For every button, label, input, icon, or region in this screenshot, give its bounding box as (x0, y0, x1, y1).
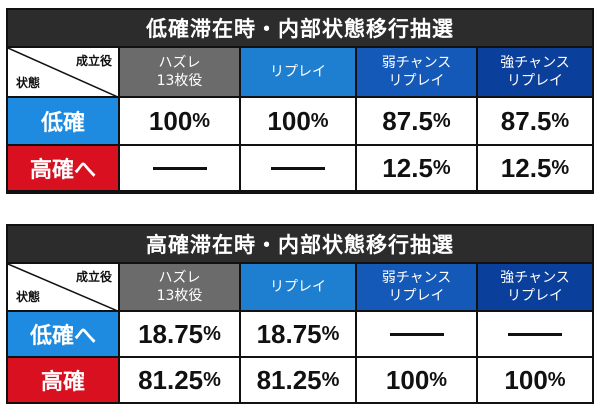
percent-sign: % (547, 368, 566, 391)
corner-bottom-label: 状態 (16, 290, 41, 304)
header-weak-chance: 弱チャンス リプレイ (357, 264, 478, 310)
percent-sign: % (310, 109, 329, 132)
corner-cell: 成立役 状態 (8, 264, 120, 310)
percent-sign: % (429, 368, 448, 391)
value-number: 18.75 (256, 318, 322, 349)
dash-mark (508, 332, 562, 336)
table-title: 低確滞在時・内部状態移行抽選 (8, 10, 592, 48)
state-label: 高確へ (8, 146, 120, 190)
header-line2: リプレイ (507, 288, 563, 304)
header-line1: リプレイ (270, 279, 326, 295)
value-cell: 81.25% (120, 358, 241, 402)
corner-bottom-label: 状態 (16, 76, 41, 90)
value-cell: 100% (241, 98, 357, 144)
value-number: 87.5 (500, 105, 552, 136)
diagonal-line (8, 48, 118, 96)
value-number: 12.5 (500, 152, 552, 183)
value-cell: 18.75% (120, 312, 241, 356)
header-row: 成立役 状態 ハズレ 13枚役 リプレイ 弱チャンス リプレイ 強チャンス リプ… (8, 48, 592, 98)
value-cell-dash (357, 312, 478, 356)
table-row: 低確へ 18.75% 18.75% (8, 312, 592, 358)
percent-sign: % (432, 156, 451, 179)
header-strong-chance: 強チャンス リプレイ (478, 48, 592, 96)
header-line1: リプレイ (270, 64, 326, 80)
header-row: 成立役 状態 ハズレ 13枚役 リプレイ 弱チャンス リプレイ 強チャンス リプ… (8, 264, 592, 312)
low-state-table: 低確滞在時・内部状態移行抽選 成立役 状態 ハズレ 13枚役 リプレイ 弱チャン… (6, 8, 594, 194)
header-line2: 13枚役 (156, 73, 203, 89)
value-cell-dash (478, 312, 592, 356)
value-number: 81.25 (138, 364, 204, 395)
header-line2: リプレイ (507, 73, 563, 89)
percent-sign: % (321, 322, 340, 345)
value-cell: 87.5% (478, 98, 592, 144)
header-line2: リプレイ (388, 288, 445, 304)
value-number: 12.5 (382, 152, 433, 183)
header-replay: リプレイ (241, 48, 357, 96)
header-line1: ハズレ (158, 55, 201, 71)
table-title: 高確滞在時・内部状態移行抽選 (8, 226, 592, 264)
value-cell: 100% (357, 358, 478, 402)
header-weak-chance: 弱チャンス リプレイ (357, 48, 478, 96)
corner-top-label: 成立役 (75, 54, 112, 68)
header-line1: 弱チャンス (381, 55, 452, 71)
header-line2: リプレイ (388, 73, 445, 89)
diagonal-line (8, 264, 118, 310)
corner-cell: 成立役 状態 (8, 48, 120, 96)
value-number: 100 (148, 105, 193, 136)
percent-sign: % (192, 109, 211, 132)
value-number: 87.5 (382, 105, 433, 136)
high-state-table: 高確滞在時・内部状態移行抽選 成立役 状態 ハズレ 13枚役 リプレイ 弱チャン… (6, 224, 594, 404)
header-line2: 13枚役 (156, 288, 203, 304)
corner-top-label: 成立役 (75, 270, 112, 284)
percent-sign: % (321, 368, 340, 391)
table-row: 低確 100% 100% 87.5% 87.5% (8, 98, 592, 146)
value-number: 100 (504, 364, 548, 395)
value-cell: 87.5% (357, 98, 478, 144)
value-cell-dash (241, 146, 357, 190)
value-number: 81.25 (256, 364, 322, 395)
dash-mark (271, 166, 325, 170)
value-cell-dash (120, 146, 241, 190)
header-hazure: ハズレ 13枚役 (120, 48, 241, 96)
value-number: 100 (385, 364, 430, 395)
percent-sign: % (203, 322, 221, 345)
state-label: 低確へ (8, 312, 120, 356)
table-row: 高確へ 12.5% 12.5% (8, 146, 592, 190)
dash-mark (389, 332, 444, 336)
value-cell: 81.25% (241, 358, 357, 402)
percent-sign: % (551, 109, 570, 132)
state-label: 高確 (8, 358, 120, 402)
header-line1: 強チャンス (500, 55, 570, 71)
value-cell: 12.5% (478, 146, 592, 190)
header-replay: リプレイ (241, 264, 357, 310)
percent-sign: % (203, 368, 221, 391)
dash-mark (152, 166, 207, 170)
percent-sign: % (432, 109, 451, 132)
value-cell: 100% (120, 98, 241, 144)
table-row: 高確 81.25% 81.25% 100% 100% (8, 358, 592, 402)
state-label: 低確 (8, 98, 120, 144)
value-cell: 100% (478, 358, 592, 402)
value-cell: 12.5% (357, 146, 478, 190)
value-cell: 18.75% (241, 312, 357, 356)
header-strong-chance: 強チャンス リプレイ (478, 264, 592, 310)
percent-sign: % (551, 156, 570, 179)
header-hazure: ハズレ 13枚役 (120, 264, 241, 310)
value-number: 100 (267, 105, 311, 136)
header-line1: 弱チャンス (381, 270, 452, 286)
header-line1: ハズレ (158, 270, 201, 286)
header-line1: 強チャンス (500, 270, 570, 286)
value-number: 18.75 (138, 318, 204, 349)
